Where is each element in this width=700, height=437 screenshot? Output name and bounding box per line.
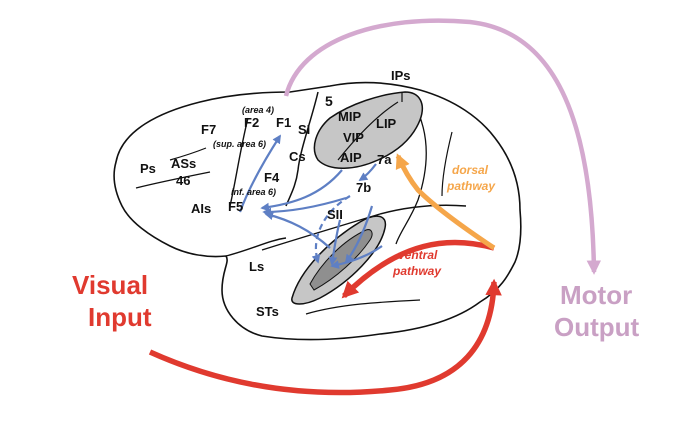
label-sii: SII	[327, 207, 343, 222]
occipital-contour	[395, 111, 427, 245]
label-f7: F7	[201, 122, 216, 137]
motor-output-line2: Output	[554, 312, 640, 342]
label-inf-area6: inf. area 6)	[231, 187, 276, 197]
label-7b: 7b	[356, 180, 371, 195]
label-7a: 7a	[377, 152, 392, 167]
label-area5: 5	[325, 93, 333, 109]
ips-bank	[313, 91, 424, 169]
label-ass: ASs	[171, 156, 196, 171]
ventral-label-line1: ventral	[398, 248, 438, 262]
label-ps: Ps	[140, 161, 156, 176]
visual-input-line1: Visual	[72, 270, 148, 300]
ips-fundus-line	[337, 101, 399, 161]
brain-outline	[113, 81, 522, 341]
label-vip: VIP	[343, 130, 364, 145]
dorsal-pathway-arrow	[395, 153, 496, 251]
arcuate-sulcus	[229, 117, 249, 207]
central-sulcus	[285, 91, 319, 207]
label-sts: STs	[256, 304, 279, 319]
label-cs: Cs	[289, 149, 306, 164]
motor-output-line1: Motor	[560, 280, 632, 310]
lunate-line	[441, 131, 453, 197]
label-lip: LIP	[376, 116, 397, 131]
sts-lower-line	[305, 299, 421, 315]
label-f5: F5	[228, 199, 243, 214]
visual-input-line2: Input	[88, 302, 152, 332]
label-sup-area6: (sup. area 6)	[213, 139, 266, 149]
label-ips: IPs	[391, 68, 411, 83]
arrow-7b-ventral	[344, 205, 374, 264]
ventral-label-line2: pathway	[392, 264, 442, 278]
internal-connections	[238, 134, 383, 269]
label-area4: (area 4)	[242, 105, 274, 115]
arrow-ventral-in	[330, 245, 383, 269]
label-f4: F4	[264, 170, 280, 185]
superior-arcuate-line	[169, 147, 207, 161]
label-ais: AIs	[191, 201, 211, 216]
label-mip: MIP	[338, 109, 361, 124]
visual-input-arrow	[148, 278, 502, 396]
label-si: SI	[298, 122, 310, 137]
arrow-7a-aip	[358, 163, 377, 181]
arrow-f5-f1	[238, 134, 281, 213]
label-46: 46	[176, 173, 190, 188]
arrow-aip-f5	[260, 169, 343, 212]
ventral-pathway-arrow	[341, 239, 495, 299]
motor-output-arrow	[283, 18, 602, 275]
arrow-dashed-loop	[311, 195, 351, 264]
label-ls: Ls	[249, 259, 264, 274]
arrow-ventral-f5	[264, 211, 331, 249]
dorsal-label-line2: pathway	[446, 179, 496, 193]
label-f1: F1	[276, 115, 291, 130]
label-aip: AIP	[340, 150, 362, 165]
principal-sulcus	[135, 171, 211, 189]
frontal-lower-contour	[225, 237, 287, 257]
dorsal-label-line1: dorsal	[452, 163, 489, 177]
label-f2: F2	[244, 115, 259, 130]
